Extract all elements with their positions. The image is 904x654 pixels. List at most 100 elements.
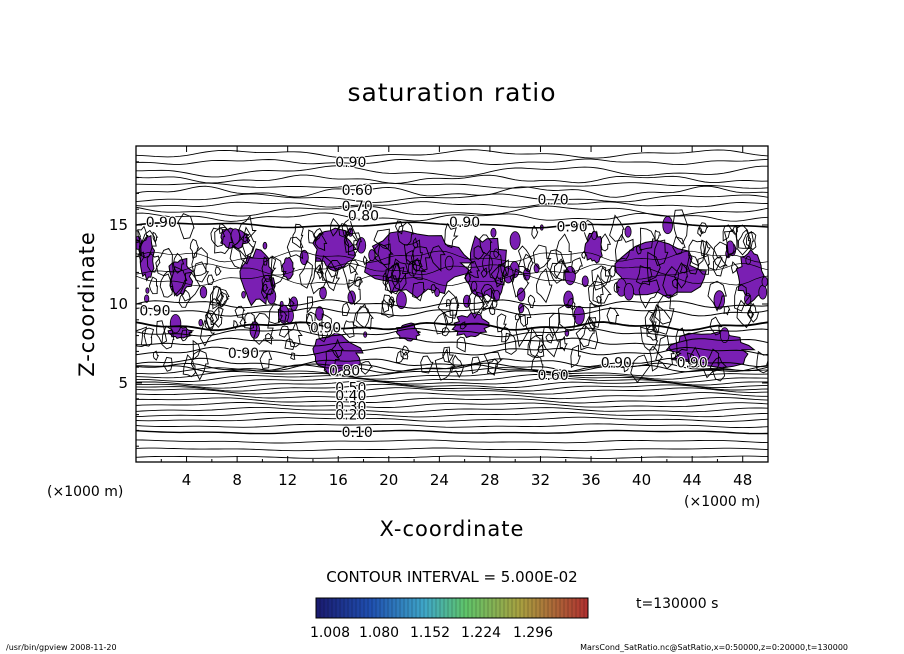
contour-line	[136, 326, 148, 348]
contour-line	[606, 306, 620, 325]
contour-line	[722, 224, 734, 242]
supersaturated-region	[745, 255, 752, 265]
contour-line	[286, 236, 304, 260]
contour-line	[284, 337, 296, 351]
contour-line	[136, 373, 768, 383]
contour-label-1: 0.60	[342, 183, 373, 199]
contour-line	[343, 230, 358, 253]
supersaturated-region	[145, 287, 150, 294]
contour-line	[671, 278, 679, 289]
contour-line	[136, 327, 768, 338]
contour-line	[200, 319, 216, 347]
contour-line	[570, 344, 581, 368]
x-tick-label-0: 4	[182, 471, 192, 489]
contour-line	[136, 149, 768, 159]
contour-line	[575, 315, 595, 348]
supersaturated-region	[198, 319, 204, 327]
contour-line	[352, 303, 374, 330]
x-tick-label-2: 12	[278, 471, 297, 489]
contour-label-12: 0.90	[677, 355, 708, 371]
contour-label-0: 0.90	[335, 155, 366, 171]
supersaturated-region	[509, 231, 521, 250]
contour-line	[262, 283, 269, 292]
contour-line	[591, 265, 610, 291]
contour-line	[532, 244, 552, 270]
contour-label-2: 0.70	[342, 199, 373, 215]
contour-label-11: 0.90	[601, 355, 632, 371]
contour-line	[403, 239, 423, 267]
chart-title: saturation ratio	[347, 78, 556, 107]
contour-line	[640, 326, 659, 351]
contour-line	[136, 212, 768, 222]
contour-line	[756, 350, 768, 374]
contour-line	[500, 327, 511, 343]
contour-label-8: 0.90	[139, 303, 170, 319]
contour-line	[488, 306, 496, 316]
supersaturated-region	[138, 234, 156, 282]
contour-line	[397, 221, 414, 246]
contour-line	[651, 304, 672, 335]
contour-line	[218, 223, 228, 235]
contour-line	[159, 273, 174, 298]
contour-line	[395, 220, 404, 235]
contour-line	[206, 274, 215, 286]
contour-line	[700, 239, 711, 257]
contour-line	[136, 416, 768, 422]
x-tick-label-1: 8	[232, 471, 242, 489]
contour-line	[456, 336, 467, 353]
contour-line	[623, 361, 631, 373]
y-tick-label-2: 15	[109, 216, 128, 234]
contour-line	[655, 334, 676, 370]
supersaturated-region	[434, 287, 440, 297]
contour-line	[571, 257, 583, 275]
contour-label-13: 0.60	[538, 368, 569, 384]
contour-line	[528, 335, 541, 358]
contour-line	[712, 255, 728, 277]
contour-line	[155, 247, 174, 277]
contour-line	[541, 326, 561, 358]
contour-line	[487, 358, 498, 375]
contour-line	[581, 250, 587, 260]
contour-line	[600, 233, 612, 252]
x-tick-label-3: 16	[329, 471, 348, 489]
x-tick-label-4: 20	[379, 471, 398, 489]
x-tick-label-8: 36	[581, 471, 600, 489]
contour-line	[278, 325, 290, 338]
x-unit-left: (×1000 m)	[47, 484, 123, 500]
contour-line	[679, 263, 689, 274]
supersaturated-region	[396, 291, 407, 310]
contour-line	[136, 383, 768, 392]
contour-line	[607, 265, 617, 278]
contour-label-5: 0.90	[146, 215, 177, 231]
contour-line	[136, 377, 768, 386]
contour-line	[746, 310, 755, 319]
supersaturated-region	[169, 314, 182, 334]
contour-label-19: 0.10	[342, 425, 373, 441]
contour-line	[488, 250, 503, 280]
contour-line	[238, 215, 257, 243]
contour-line	[189, 238, 200, 259]
contour-line	[324, 265, 341, 292]
supersaturated-region	[356, 237, 367, 254]
contour-line	[180, 271, 201, 302]
contour-line	[545, 333, 554, 344]
contour-line	[412, 281, 426, 302]
supersaturated-region	[662, 216, 673, 235]
contour-line	[686, 352, 697, 365]
contour-line	[549, 258, 570, 284]
supersaturated-region	[624, 225, 632, 238]
contour-line	[242, 226, 257, 257]
contour-line	[442, 327, 451, 337]
contour-label-6: 0.90	[449, 215, 480, 231]
contour-line	[136, 158, 768, 166]
supersaturated-region	[241, 290, 246, 299]
supersaturated-region	[281, 256, 295, 281]
contour-line	[204, 311, 215, 330]
x-axis: 4 8 12 16 20 24 28 32 36 40 44 48	[160, 146, 752, 489]
contour-line	[363, 255, 368, 266]
contour-line	[354, 276, 363, 288]
contour-label-7: 0.90	[556, 220, 587, 236]
contour-line	[646, 323, 658, 341]
x-tick-label-5: 24	[430, 471, 449, 489]
contour-line	[253, 312, 274, 346]
